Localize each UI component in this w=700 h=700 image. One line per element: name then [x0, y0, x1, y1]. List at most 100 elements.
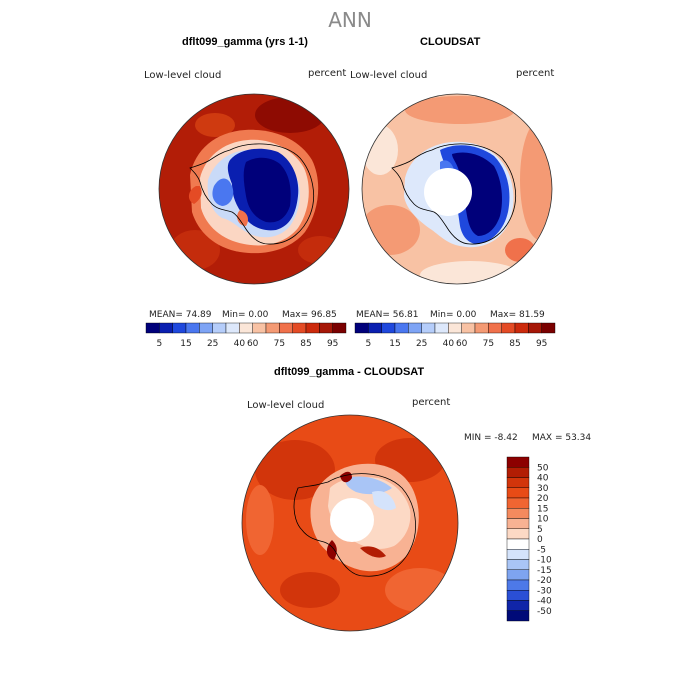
- colorbar-swatch: [506, 549, 530, 560]
- colorbar-swatch: [145, 322, 160, 334]
- panel1-units-label: percent: [308, 68, 347, 79]
- panel2-mean: MEAN= 56.81: [356, 310, 419, 320]
- colorbar-tick-label: 40: [234, 339, 246, 349]
- colorbar-tick-label: 5: [537, 525, 543, 535]
- colorbar-swatch: [506, 508, 530, 519]
- colorbar-swatch: [506, 579, 530, 591]
- colorbar-swatch: [239, 322, 253, 334]
- colorbar-swatch: [292, 322, 307, 334]
- colorbar-tick-label: 0: [537, 535, 543, 545]
- panel2-map-outline: [361, 93, 553, 285]
- colorbar-tick-label: 5: [365, 339, 371, 349]
- colorbar-swatch: [332, 322, 347, 334]
- colorbar-swatch: [265, 322, 280, 334]
- colorbar-tick-label: 85: [300, 339, 311, 349]
- colorbar-swatch: [501, 322, 516, 334]
- panel3-map: [242, 415, 458, 631]
- colorbar-swatch: [506, 467, 530, 478]
- colorbar-tick-label: -50: [537, 607, 552, 617]
- panel2-min: Min= 0.00: [430, 310, 477, 320]
- colorbar-swatch: [506, 528, 530, 540]
- colorbar-swatch: [225, 322, 240, 334]
- colorbar-tick-label: 60: [456, 339, 468, 349]
- panel2-map: [362, 94, 552, 284]
- colorbar-swatch: [394, 322, 409, 334]
- colorbar-swatch: [506, 559, 530, 570]
- colorbar-swatch: [506, 497, 530, 509]
- panel1-variable-label: Low-level cloud: [144, 70, 222, 81]
- colorbar-swatch: [185, 322, 200, 334]
- colorbar-tick-label: 85: [509, 339, 520, 349]
- colorbar-swatch: [461, 322, 476, 334]
- colorbar-swatch: [199, 322, 213, 334]
- panel2-units-label: percent: [516, 68, 555, 79]
- colorbar-tick-label: 5: [156, 339, 162, 349]
- colorbar-swatch: [408, 322, 422, 334]
- colorbar-tick-label: 75: [483, 339, 494, 349]
- panel3-title: dflt099_gamma - CLOUDSAT: [274, 366, 425, 378]
- colorbar-tick-label: -30: [537, 586, 552, 596]
- panel1-map-outline: [158, 93, 350, 285]
- colorbar-swatch: [488, 322, 502, 334]
- colorbar-tick-label: 15: [180, 339, 191, 349]
- colorbar-swatch: [506, 538, 530, 550]
- panel2-variable-label: Low-level cloud: [350, 70, 428, 81]
- panel1-mean: MEAN= 74.89: [149, 310, 212, 320]
- figure-title: ANN: [328, 8, 372, 32]
- colorbar-tick-label: 40: [443, 339, 455, 349]
- colorbar-tick-label: 75: [274, 339, 285, 349]
- colorbar-tick-label: 40: [537, 474, 549, 484]
- colorbar-swatch: [159, 322, 173, 334]
- colorbar-swatch: [354, 322, 369, 334]
- panel3-max: MAX = 53.34: [532, 433, 592, 443]
- colorbar-swatch: [506, 456, 530, 468]
- colorbar-swatch: [506, 477, 530, 488]
- panel3-min: MIN = -8.42: [464, 433, 518, 443]
- colorbar-tick-label: 95: [327, 339, 338, 349]
- colorbar-swatch: [448, 322, 462, 334]
- colorbar-tick-label: -15: [537, 566, 552, 576]
- colorbar-swatch: [506, 487, 530, 499]
- panel1-title: dflt099_gamma (yrs 1-1): [182, 36, 308, 48]
- panel1-min: Min= 0.00: [222, 310, 269, 320]
- colorbar-swatch: [541, 322, 556, 334]
- colorbar-swatch: [506, 590, 530, 601]
- colorbar-swatch: [368, 322, 382, 334]
- colorbar-swatch: [506, 600, 530, 611]
- colorbar-tick-label: 20: [537, 494, 549, 504]
- colorbar-tick-label: -10: [537, 556, 552, 566]
- panel2-max: Max= 81.59: [490, 310, 545, 320]
- colorbar-panel1: 5 15 25 40 60 75 85 95: [145, 322, 347, 349]
- colorbar-tick-label: 10: [537, 515, 549, 525]
- colorbar-tick-label: -20: [537, 576, 552, 586]
- colorbar-swatch: [506, 518, 530, 529]
- colorbar-panel2: 5 15 25 40 60 75 85 95: [354, 322, 556, 349]
- colorbar-tick-label: -40: [537, 597, 552, 607]
- colorbar-tick-label: 15: [389, 339, 400, 349]
- colorbar-swatch: [212, 322, 227, 334]
- colorbar-swatch: [252, 322, 267, 334]
- panel1-map: [159, 94, 349, 284]
- colorbar-swatch: [506, 569, 530, 581]
- colorbar-swatch: [514, 322, 529, 334]
- colorbar-tick-label: 25: [207, 339, 218, 349]
- colorbar-tick-label: 50: [537, 463, 549, 473]
- colorbar-tick-label: 30: [537, 484, 549, 494]
- colorbar-swatch: [305, 322, 320, 334]
- panel2-title: CLOUDSAT: [420, 36, 481, 48]
- colorbar-tick-label: 25: [416, 339, 427, 349]
- colorbar-swatch: [279, 322, 293, 334]
- colorbar-swatch: [381, 322, 396, 334]
- panel3-variable-label: Low-level cloud: [247, 400, 325, 411]
- colorbar-swatch: [506, 610, 530, 622]
- colorbar-tick-label: 60: [247, 339, 259, 349]
- colorbar-swatch: [474, 322, 489, 334]
- colorbar-swatch: [528, 322, 542, 334]
- colorbar-tick-label: 95: [536, 339, 547, 349]
- panel1-max: Max= 96.85: [282, 310, 337, 320]
- colorbar-swatch: [421, 322, 436, 334]
- colorbar-tick-label: -5: [537, 545, 546, 555]
- panel3-map-outline: [241, 414, 459, 632]
